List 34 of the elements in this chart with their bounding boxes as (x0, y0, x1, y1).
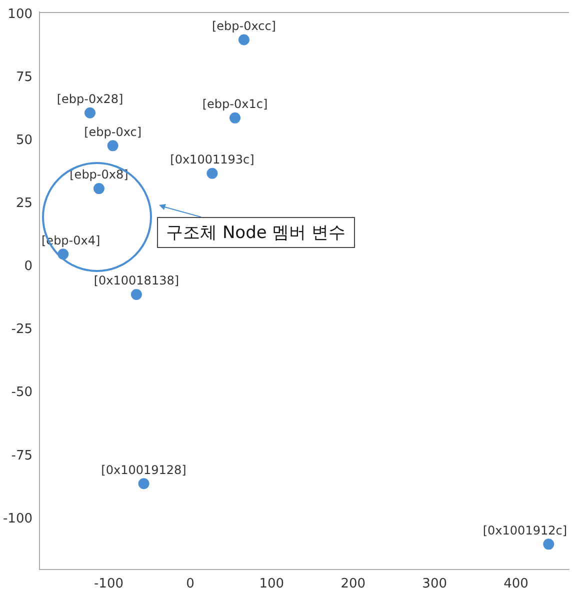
y-tick-label: 25 (16, 196, 33, 212)
annotation: [ebp-0xc] (84, 124, 142, 139)
point (130, 288, 142, 300)
x-tick-label: 0 (186, 576, 194, 592)
point (138, 478, 150, 490)
annotation: [0x10019128] (101, 462, 186, 477)
point (84, 107, 96, 118)
y-tick-label: 100 (8, 6, 33, 22)
point (93, 183, 104, 194)
y-tick-label: 75 (16, 70, 33, 85)
y-tick-label: -100 (2, 511, 33, 526)
annotation: [ebp-0x8] (70, 168, 128, 182)
y-tick-label: -25 (11, 322, 33, 338)
annotation: [ebp-0xcc] (212, 18, 276, 33)
x-tick-label: 400 (504, 576, 528, 592)
annotation: 구조체 Node 멤버 변수 (157, 217, 355, 248)
point (107, 140, 118, 152)
annotation: [0x1001193c] (170, 152, 254, 167)
annotation: [ebp-0x1c] (202, 97, 268, 112)
y-tick-label: 50 (16, 133, 33, 148)
y-tick-label: 0 (24, 259, 33, 274)
y-tick-label: -50 (11, 385, 33, 400)
point (238, 34, 250, 46)
x-tick-label: 100 (259, 576, 284, 592)
point (206, 168, 218, 179)
point (543, 538, 554, 550)
annotation: [0x10018138] (94, 274, 180, 288)
x-tick-label: 200 (340, 576, 366, 592)
annotation: [0x1001912c] (482, 523, 567, 538)
x-tick-label: -100 (94, 576, 124, 592)
annotation: [ebp-0x28] (56, 92, 124, 106)
x-tick-label: 300 (422, 576, 448, 592)
point (230, 112, 241, 124)
y-tick-label: -75 (11, 448, 33, 464)
